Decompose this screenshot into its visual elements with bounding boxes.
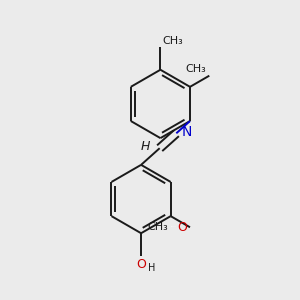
Text: methoxy: methoxy bbox=[171, 225, 177, 227]
Text: H: H bbox=[148, 263, 155, 273]
Text: CH₃: CH₃ bbox=[186, 64, 206, 74]
Text: N: N bbox=[182, 125, 192, 139]
Text: O: O bbox=[136, 258, 146, 271]
Text: O: O bbox=[178, 221, 188, 234]
Text: H: H bbox=[141, 140, 150, 153]
Text: CH₃: CH₃ bbox=[147, 222, 168, 232]
Text: CH₃: CH₃ bbox=[162, 36, 183, 46]
